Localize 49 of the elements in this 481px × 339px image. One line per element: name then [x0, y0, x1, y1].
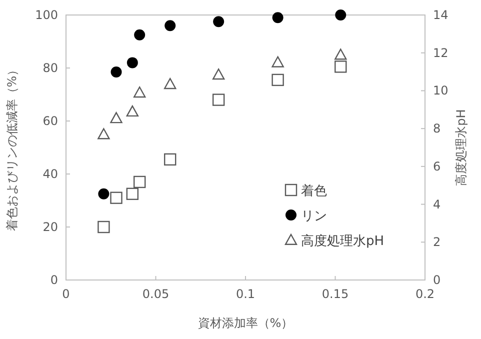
point — [213, 16, 224, 28]
point — [164, 78, 176, 90]
y2-tick-label: 6 — [433, 159, 441, 174]
point — [272, 74, 284, 86]
y-tick-label: 60 — [42, 114, 58, 128]
y2-tick-label: 8 — [433, 122, 441, 136]
y2-tick-label: 4 — [433, 197, 441, 212]
y-tick-label: 0 — [50, 273, 58, 287]
point — [272, 56, 284, 68]
point — [133, 176, 146, 188]
legend-label: 着色 — [301, 183, 327, 199]
y2-tick-label: 12 — [433, 46, 448, 60]
point — [134, 29, 146, 40]
y-tick-label: 80 — [42, 61, 58, 75]
point — [110, 112, 122, 124]
y2-tick-label: 14 — [433, 8, 448, 22]
x-tick-label: 0 — [62, 287, 70, 301]
point — [126, 105, 139, 117]
point — [212, 94, 225, 106]
y2-tick-label: 0 — [433, 273, 441, 287]
y2-tick-label: 10 — [433, 84, 448, 98]
point — [335, 10, 346, 20]
y-tick-label: 100 — [35, 8, 58, 22]
point — [110, 192, 122, 204]
x-tick-label: 0.05 — [142, 287, 170, 301]
point — [98, 220, 110, 234]
legend-label: リン — [301, 209, 327, 224]
legend-label: 高度処理水pH — [301, 233, 384, 249]
x-axis-title: 資材添加率（%） — [198, 316, 294, 330]
y2-axis-title: 高度処理水pH — [454, 109, 468, 186]
y2-tick-label: 2 — [433, 235, 441, 250]
y-axis-title: 着色およびリンの低減率（%） — [5, 64, 19, 232]
point — [126, 188, 139, 200]
point — [126, 57, 138, 68]
point — [272, 12, 284, 24]
point — [164, 153, 176, 166]
x-tick-label: 0.2 — [415, 287, 435, 301]
point — [110, 66, 122, 78]
point — [164, 20, 176, 32]
point — [334, 60, 347, 73]
point — [334, 48, 347, 60]
point — [212, 68, 225, 80]
x-tick-label: 0.1 — [236, 287, 256, 301]
point — [98, 188, 110, 200]
y-tick-label: 20 — [42, 220, 58, 234]
y-tick-label: 40 — [42, 167, 58, 181]
point — [98, 128, 110, 140]
x-tick-label: 0.15 — [322, 287, 349, 301]
point — [133, 86, 146, 98]
